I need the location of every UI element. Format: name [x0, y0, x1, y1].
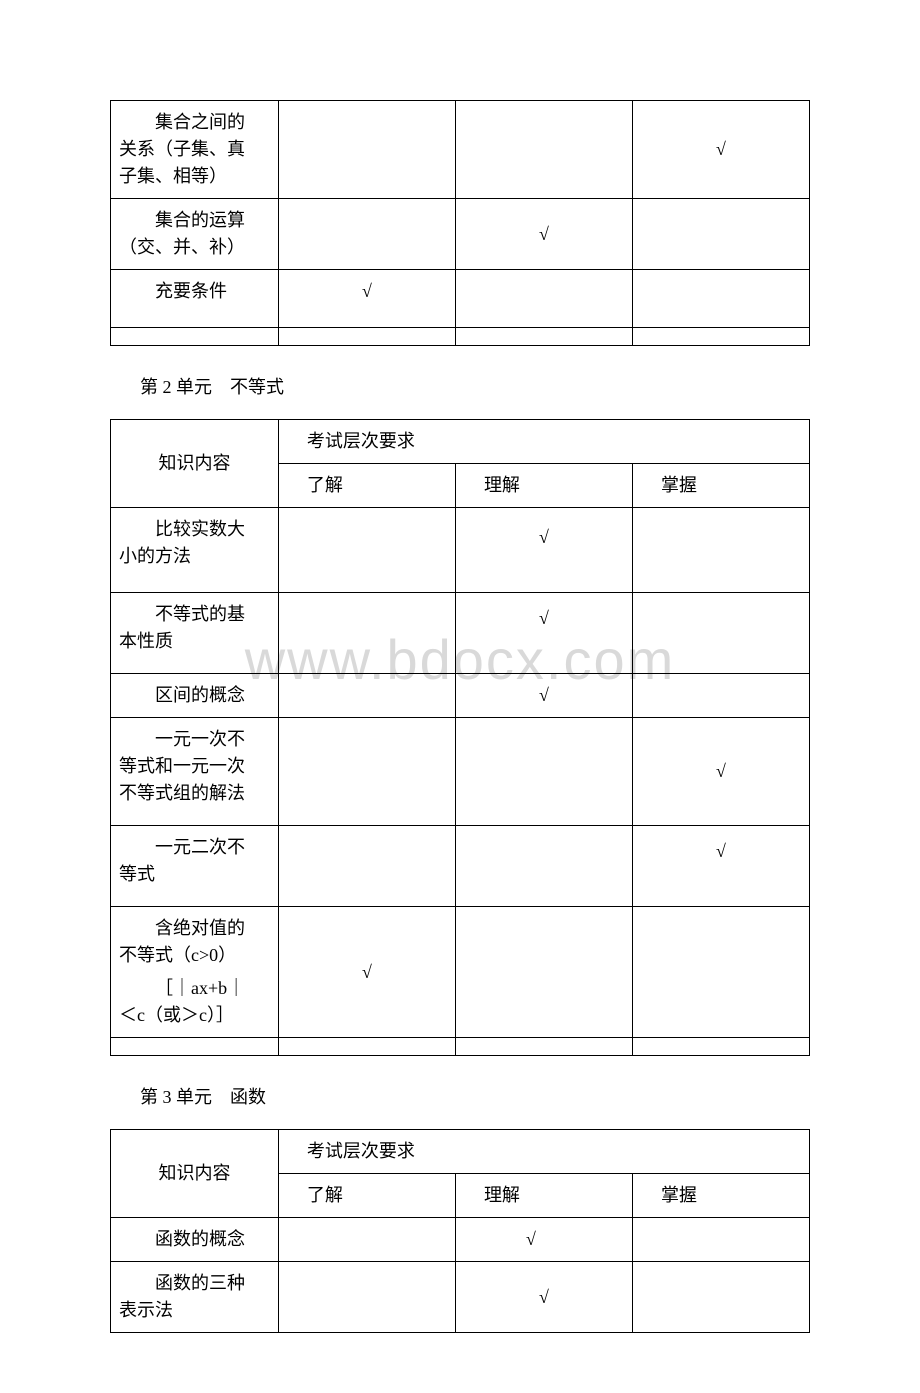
sub-header: 理解	[455, 1174, 632, 1218]
level-cell	[278, 1262, 455, 1333]
level-cell	[278, 674, 455, 718]
level-cell: √	[632, 826, 809, 907]
table-header-row: 知识内容 考试层次要求	[111, 420, 810, 464]
topic-cell: 区间的概念	[111, 674, 279, 718]
topic-cell: 比较实数大小的方法	[111, 508, 279, 593]
level-cell	[455, 718, 632, 826]
topic-cell: 函数的概念	[111, 1218, 279, 1262]
level-cell	[278, 1218, 455, 1262]
sub-header: 掌握	[632, 464, 809, 508]
level-cell: √	[455, 1262, 632, 1333]
table-row-blank	[111, 1038, 810, 1056]
table-row: 充要条件 √	[111, 270, 810, 328]
header-levels: 考试层次要求	[278, 420, 809, 464]
level-cell: √	[455, 593, 632, 674]
table-row: 集合之间的关系（子集、真子集、相等） √	[111, 101, 810, 199]
level-cell	[632, 508, 809, 593]
table-unit1-continued: 集合之间的关系（子集、真子集、相等） √ 集合的运算（交、并、补） √ 充要条件…	[110, 100, 810, 346]
table-unit2: 知识内容 考试层次要求 了解 理解 掌握 比较实数大小的方法 √ 不等式的基本性…	[110, 419, 810, 1056]
level-cell	[632, 270, 809, 328]
section-title-unit3: 第 3 单元 函数	[110, 1084, 810, 1111]
level-cell	[632, 199, 809, 270]
level-cell	[632, 1262, 809, 1333]
topic-cell: 含绝对值的不等式（c>0） ［｜ax+b｜＜c（或＞c）］	[111, 907, 279, 1038]
level-cell	[278, 508, 455, 593]
level-cell: √	[278, 907, 455, 1038]
sub-header: 理解	[455, 464, 632, 508]
header-topic: 知识内容	[111, 420, 279, 508]
level-cell: √	[455, 199, 632, 270]
topic-cell: 不等式的基本性质	[111, 593, 279, 674]
table-row: 含绝对值的不等式（c>0） ［｜ax+b｜＜c（或＞c）］ √	[111, 907, 810, 1038]
level-cell	[632, 1218, 809, 1262]
topic-cell: 一元二次不等式	[111, 826, 279, 907]
topic-cell: 集合的运算（交、并、补）	[111, 199, 279, 270]
topic-cell: 充要条件	[111, 270, 279, 328]
level-cell	[278, 593, 455, 674]
section-title-unit2: 第 2 单元 不等式	[110, 374, 810, 401]
topic-cell: 函数的三种表示法	[111, 1262, 279, 1333]
topic-cell: 集合之间的关系（子集、真子集、相等）	[111, 101, 279, 199]
table-header-row: 知识内容 考试层次要求	[111, 1130, 810, 1174]
table-row: 区间的概念 √	[111, 674, 810, 718]
level-cell	[632, 593, 809, 674]
table-row-blank	[111, 328, 810, 346]
level-cell	[278, 826, 455, 907]
table1-body: 集合之间的关系（子集、真子集、相等） √ 集合的运算（交、并、补） √ 充要条件…	[111, 101, 810, 346]
level-cell: √	[455, 674, 632, 718]
level-cell	[455, 101, 632, 199]
page-content: 集合之间的关系（子集、真子集、相等） √ 集合的运算（交、并、补） √ 充要条件…	[110, 100, 810, 1333]
level-cell: √	[632, 101, 809, 199]
level-cell	[455, 907, 632, 1038]
level-cell	[278, 199, 455, 270]
table-row: 一元一次不等式和一元一次不等式组的解法 √	[111, 718, 810, 826]
header-topic: 知识内容	[111, 1130, 279, 1218]
sub-header: 了解	[278, 464, 455, 508]
level-cell: √	[632, 718, 809, 826]
table-row: 不等式的基本性质 √	[111, 593, 810, 674]
table-row: 函数的三种表示法 √	[111, 1262, 810, 1333]
level-cell	[278, 718, 455, 826]
level-cell	[632, 674, 809, 718]
table-row: 函数的概念 √	[111, 1218, 810, 1262]
level-cell	[278, 101, 455, 199]
table-row: 一元二次不等式 √	[111, 826, 810, 907]
level-cell: √	[278, 270, 455, 328]
level-cell: √	[455, 1218, 632, 1262]
sub-header: 掌握	[632, 1174, 809, 1218]
level-cell: √	[455, 508, 632, 593]
table-unit3: 知识内容 考试层次要求 了解 理解 掌握 函数的概念 √ 函数的三种表示法 √	[110, 1129, 810, 1333]
header-levels: 考试层次要求	[278, 1130, 809, 1174]
level-cell	[455, 270, 632, 328]
table-row: 比较实数大小的方法 √	[111, 508, 810, 593]
topic-cell: 一元一次不等式和一元一次不等式组的解法	[111, 718, 279, 826]
sub-header: 了解	[278, 1174, 455, 1218]
level-cell	[632, 907, 809, 1038]
table-row: 集合的运算（交、并、补） √	[111, 199, 810, 270]
level-cell	[455, 826, 632, 907]
